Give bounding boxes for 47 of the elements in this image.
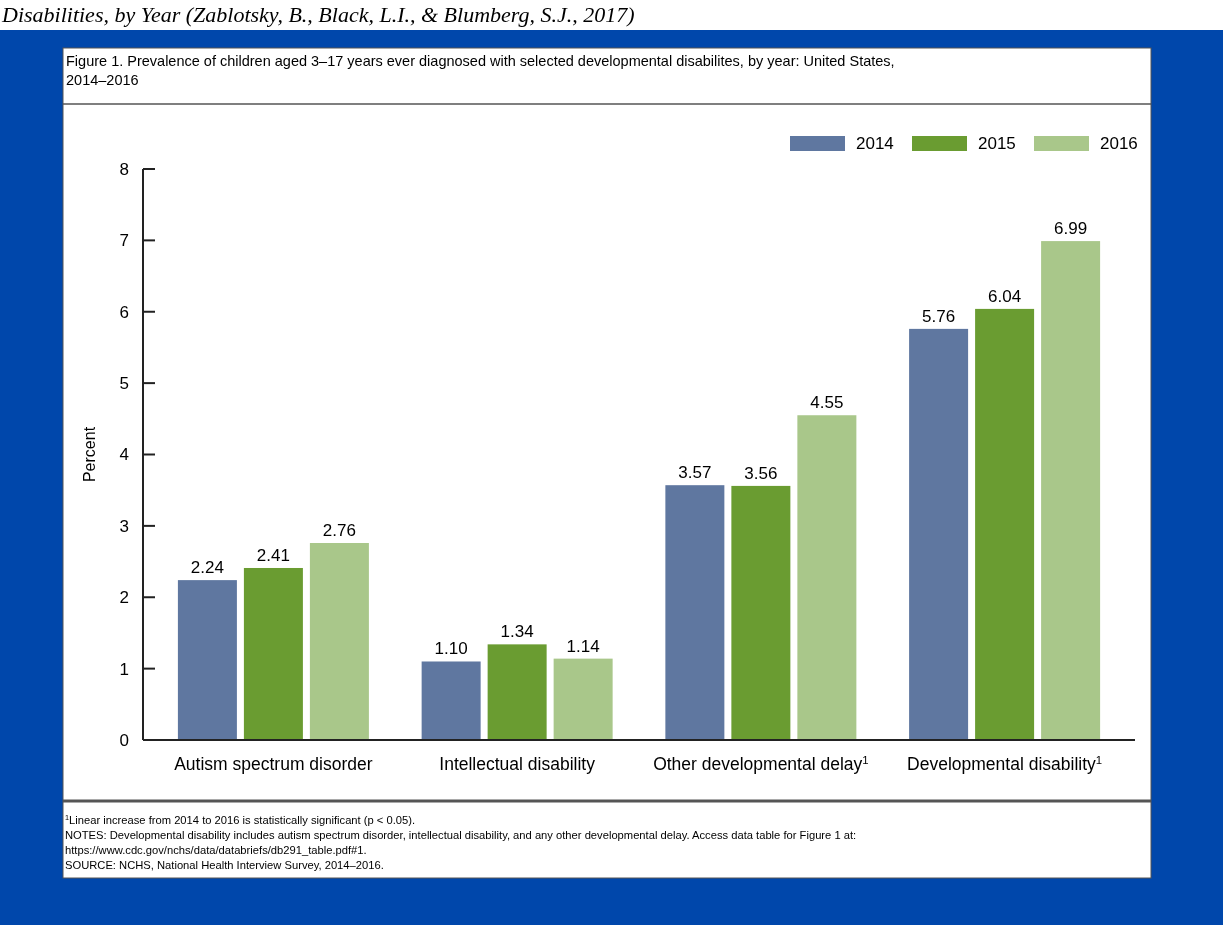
bar (487, 644, 547, 740)
data-label: 2.41 (256, 545, 290, 565)
chart-title: Figure 1. Prevalence of children aged 3–17 years ever diagnosed with selected developmental disabilites, by year: United States, 2014–2016 (66, 53, 895, 88)
bar (421, 661, 481, 740)
y-tick-label: 6 (119, 302, 129, 322)
data-label: 3.56 (744, 463, 778, 483)
y-tick-label: 5 (119, 374, 129, 394)
bar (909, 328, 969, 740)
data-label: 6.99 (1054, 219, 1088, 239)
bar (553, 658, 613, 740)
legend-label: 2015 (978, 134, 1016, 153)
bar (975, 308, 1035, 740)
bar (1041, 241, 1101, 740)
text: https://www.cdc.gov/nchs/data/databriefs/db291_table.pdf#1. (65, 844, 367, 856)
data-label: 5.76 (922, 306, 956, 326)
y-axis-title: Percent (81, 426, 98, 483)
bar (177, 580, 237, 740)
data-label: 1.10 (434, 639, 468, 659)
bar (665, 485, 725, 740)
bar (243, 567, 303, 740)
bar (731, 485, 791, 740)
data-label: 1.34 (500, 622, 534, 642)
source-note: SOURCE: NCHS, National Health Interview Survey, 2014–2016. (65, 859, 384, 871)
x-tick-label: Other developmental delay$^{1}$ (653, 754, 869, 774)
y-tick-label: 1 (119, 659, 129, 679)
y-tick-label: 2 (119, 588, 129, 608)
data-label: 6.04 (988, 286, 1022, 306)
y-tick-label: 7 (119, 231, 129, 251)
data-label: 3.57 (678, 463, 712, 483)
text: Disabilities, by Year (Zablotsky, B., Black, L.I., & Blumberg, S.J., 2017) (1, 2, 635, 27)
legend-label: 2014 (856, 134, 894, 153)
bar (797, 415, 857, 740)
data-label: 2.24 (190, 558, 224, 578)
y-tick-label: 4 (119, 445, 129, 465)
data-label: 1.14 (566, 636, 600, 656)
text: NOTES: Developmental disability includes autism spectrum disorder, intellectual disability, and any other developmental delay. Access data table for Figure 1 at: (65, 829, 857, 841)
y-tick-label: 8 (119, 159, 129, 179)
y-tick-label: 0 (119, 730, 129, 750)
legend-label: 2016 (1100, 134, 1138, 153)
y-tick-label: 3 (119, 516, 129, 536)
x-tick-label: Autism spectrum disorder (174, 754, 373, 774)
data-label: 2.76 (322, 521, 356, 541)
text: $^{1}$Linear increase from 2014 to 2016 is statistically significant (p < 0.05). (65, 812, 416, 826)
x-tick-label: Developmental disability$^{1}$ (907, 754, 1103, 774)
x-tick-label: Intellectual disability (439, 754, 596, 774)
data-label: 4.55 (810, 393, 844, 413)
bar (309, 543, 369, 740)
